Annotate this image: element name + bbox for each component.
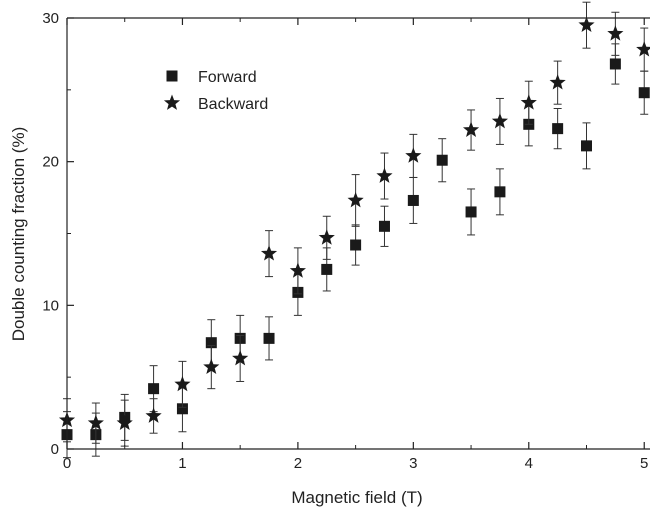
- data-point: [549, 74, 566, 90]
- x-tick-label: 4: [525, 455, 533, 472]
- legend-label-forward: Forward: [198, 69, 257, 86]
- data-point: [263, 332, 275, 344]
- legend-marker-backward: [163, 94, 181, 110]
- data-point: [638, 87, 650, 99]
- data-point: [436, 154, 448, 166]
- data-point: [176, 403, 188, 415]
- data-point: [232, 349, 249, 366]
- data-point: [205, 337, 217, 349]
- data-point: [148, 383, 160, 395]
- legend: Forward Backward: [163, 69, 268, 113]
- data-point: [578, 16, 595, 33]
- data-point: [260, 245, 278, 261]
- series-forward: [61, 43, 650, 459]
- x-axis-label: Magnetic field (T): [291, 488, 422, 507]
- data-point: [203, 358, 220, 374]
- data-point: [376, 167, 393, 183]
- data-point: [407, 194, 419, 206]
- data-point: [321, 263, 333, 275]
- data-point: [552, 123, 564, 135]
- data-point: [581, 140, 593, 152]
- data-point: [462, 121, 480, 137]
- data-point: [116, 414, 133, 431]
- y-axis-label: Double counting fraction (%): [9, 127, 28, 342]
- x-tick-label: 3: [409, 455, 417, 472]
- data-point: [465, 206, 477, 218]
- data-point: [347, 191, 364, 208]
- data-point: [405, 147, 422, 163]
- data-point: [318, 229, 335, 245]
- y-tick-label: 30: [42, 10, 59, 27]
- data-point: [350, 239, 362, 251]
- data-point: [609, 58, 621, 70]
- y-tick-label: 20: [42, 154, 59, 171]
- data-point: [607, 25, 624, 41]
- data-point: [636, 41, 650, 57]
- legend-label-backward: Backward: [198, 96, 268, 113]
- series-backward: [58, 1, 650, 447]
- data-point: [378, 220, 390, 232]
- y-tick-label: 10: [42, 297, 59, 314]
- data-point: [87, 414, 104, 431]
- axes: 0 1 2 3 4 5 0 10 20 30: [42, 10, 650, 472]
- data-point: [145, 407, 162, 423]
- x-tick-label: 0: [63, 455, 71, 472]
- data-point: [289, 262, 306, 278]
- x-tick-label: 5: [640, 455, 648, 472]
- legend-marker-forward: [166, 70, 178, 82]
- plot-area: [58, 1, 650, 459]
- data-point: [491, 112, 508, 129]
- data-point: [174, 375, 191, 392]
- y-tick-label: 0: [51, 441, 59, 458]
- x-tick-label: 2: [294, 455, 302, 472]
- data-point: [520, 94, 537, 110]
- data-point: [494, 186, 506, 198]
- x-tick-label: 1: [178, 455, 186, 472]
